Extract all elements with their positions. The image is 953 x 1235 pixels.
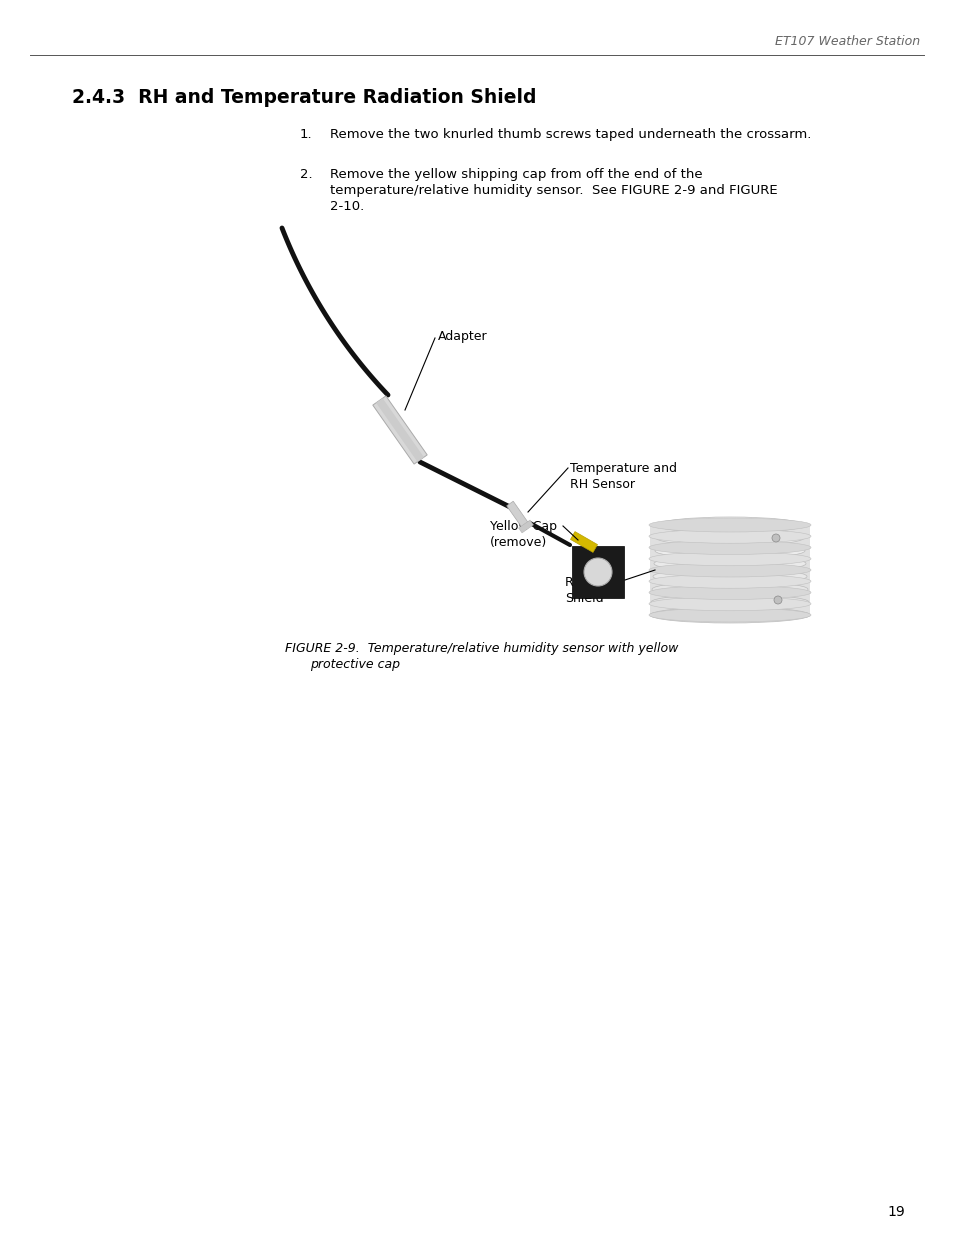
Text: 2.4.3  RH and Temperature Radiation Shield: 2.4.3 RH and Temperature Radiation Shiel…	[71, 88, 536, 107]
Text: RH Sensor: RH Sensor	[569, 478, 635, 492]
Ellipse shape	[649, 606, 809, 622]
Text: Remove the yellow shipping cap from off the end of the: Remove the yellow shipping cap from off …	[330, 168, 702, 182]
Ellipse shape	[655, 542, 804, 558]
Ellipse shape	[651, 582, 807, 598]
Text: temperature/relative humidity sensor.  See FIGURE 2-9 and FIGURE: temperature/relative humidity sensor. Se…	[330, 184, 777, 198]
Text: Radiation: Radiation	[564, 576, 623, 589]
Ellipse shape	[648, 530, 810, 543]
Text: Temperature and: Temperature and	[569, 462, 677, 475]
Polygon shape	[570, 531, 597, 552]
Polygon shape	[518, 520, 533, 534]
Circle shape	[773, 597, 781, 604]
Circle shape	[771, 534, 780, 542]
Text: Remove the two knurled thumb screws taped underneath the crossarm.: Remove the two knurled thumb screws tape…	[330, 128, 810, 141]
Ellipse shape	[648, 517, 810, 532]
Ellipse shape	[657, 517, 802, 534]
Text: Shield: Shield	[564, 592, 603, 605]
Polygon shape	[373, 396, 427, 464]
Ellipse shape	[652, 568, 806, 584]
Ellipse shape	[648, 563, 810, 577]
Text: (remove): (remove)	[490, 536, 547, 550]
Text: 2.: 2.	[299, 168, 313, 182]
Polygon shape	[375, 398, 423, 462]
Ellipse shape	[648, 597, 810, 611]
Ellipse shape	[650, 594, 808, 610]
Text: Adapter: Adapter	[437, 330, 487, 343]
Ellipse shape	[648, 608, 810, 622]
Text: 2-10.: 2-10.	[330, 200, 364, 212]
Ellipse shape	[654, 556, 805, 572]
Text: Yellow Cap: Yellow Cap	[490, 520, 557, 534]
Text: protective cap: protective cap	[310, 658, 399, 671]
Text: ET107 Weather Station: ET107 Weather Station	[774, 35, 919, 48]
Ellipse shape	[656, 530, 803, 546]
Text: 19: 19	[886, 1205, 904, 1219]
Ellipse shape	[648, 552, 810, 566]
Bar	[572, 546, 623, 598]
Polygon shape	[506, 501, 529, 529]
Circle shape	[583, 558, 612, 585]
Text: FIGURE 2-9.  Temperature/relative humidity sensor with yellow: FIGURE 2-9. Temperature/relative humidit…	[285, 642, 678, 655]
Ellipse shape	[648, 541, 810, 555]
Ellipse shape	[648, 585, 810, 599]
Text: 1.: 1.	[299, 128, 313, 141]
Bar	[649, 525, 809, 615]
Ellipse shape	[648, 574, 810, 588]
